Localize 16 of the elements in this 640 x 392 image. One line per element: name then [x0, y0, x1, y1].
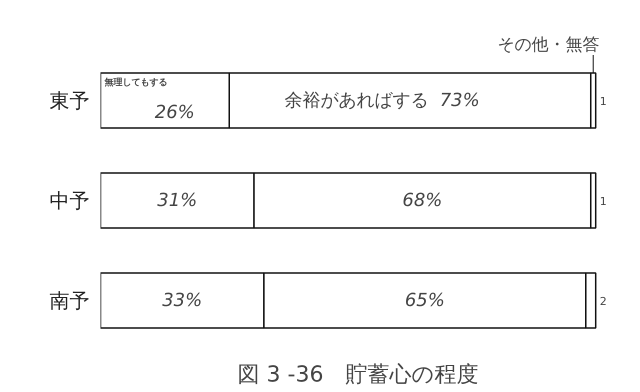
series-label: 余裕があればする [284, 90, 428, 111]
data-label: 65% [404, 290, 445, 311]
data-label: 2 [600, 295, 607, 308]
data-label: 1 [600, 195, 607, 208]
series-label: 無理してもする [103, 77, 168, 88]
text: 図 3 -36 貯蓄心の程度 [238, 362, 478, 388]
data-label: 26% [154, 102, 195, 123]
series-label: その他・無答 [498, 35, 600, 55]
y-tick-label: 中予 [50, 188, 90, 212]
y-tick-label: 東予 [50, 88, 90, 112]
data-label: 73% [440, 90, 480, 111]
data-label: 33% [162, 290, 202, 311]
data-label: 31% [157, 190, 198, 211]
y-tick-label: 南予 [50, 288, 90, 312]
data-label: 68% [402, 190, 442, 211]
data-label: 1 [600, 95, 607, 108]
